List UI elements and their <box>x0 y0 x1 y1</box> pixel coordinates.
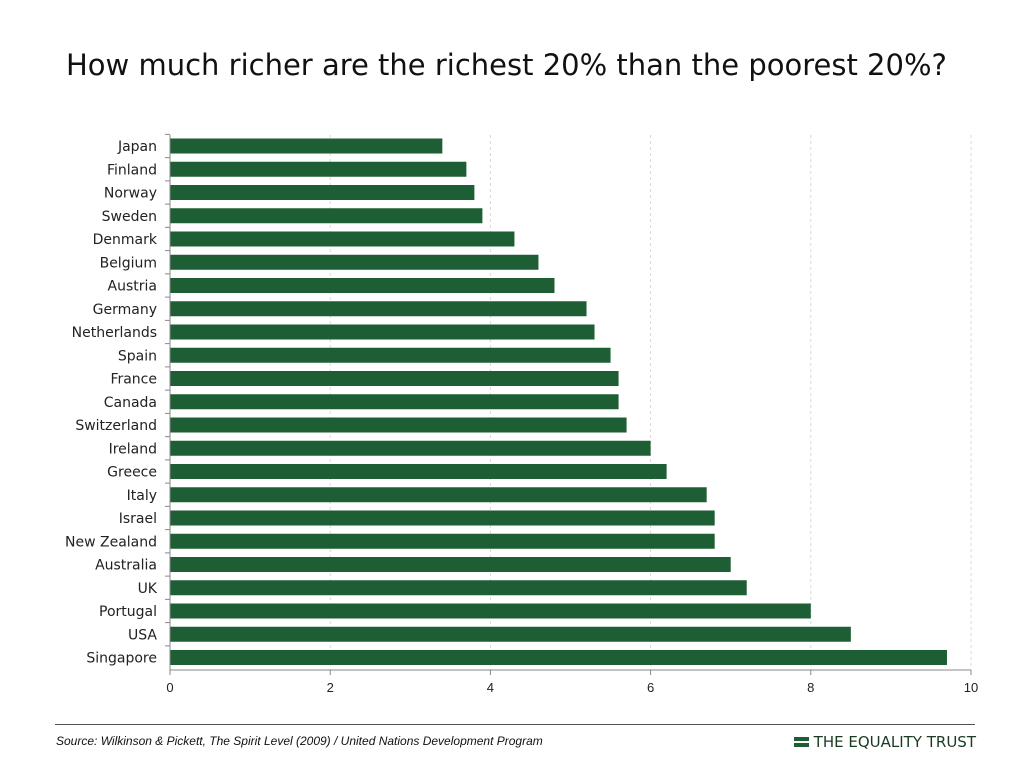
category-label: Spain <box>118 348 157 364</box>
bar-australia <box>170 557 731 572</box>
bar-uk <box>170 580 747 596</box>
bar-new-zealand <box>170 533 715 549</box>
category-label: Austria <box>108 279 157 295</box>
category-label: Singapore <box>86 651 157 667</box>
axes <box>165 133 972 675</box>
category-label: Italy <box>127 488 157 504</box>
category-label: UK <box>138 581 158 597</box>
bar-finland <box>170 161 467 177</box>
bar-norway <box>170 185 475 200</box>
bar-sweden <box>170 208 483 224</box>
bar-ireland <box>170 440 651 456</box>
category-label: USA <box>128 627 157 643</box>
x-tick-label: 0 <box>166 680 173 695</box>
category-label: Greece <box>107 465 157 481</box>
bars <box>170 138 947 665</box>
bar-israel <box>170 510 715 526</box>
x-tick-label: 8 <box>807 680 814 695</box>
bar-usa <box>170 626 851 642</box>
bar-singapore <box>170 650 947 665</box>
bar-germany <box>170 301 587 317</box>
category-label: Ireland <box>109 441 157 457</box>
bar-italy <box>170 487 707 503</box>
category-label: Germany <box>93 302 157 318</box>
category-label: Belgium <box>100 255 157 271</box>
x-tick-label: 10 <box>964 680 978 695</box>
chart-title: How much richer are the richest 20% than… <box>66 48 947 82</box>
category-label: Norway <box>104 186 157 202</box>
x-tick-label: 2 <box>327 680 334 695</box>
brand-name: THE EQUALITY TRUST <box>813 733 976 751</box>
category-label: Netherlands <box>72 325 157 341</box>
bar-denmark <box>170 231 515 247</box>
x-tick-label: 6 <box>647 680 654 695</box>
bar-switzerland <box>170 417 627 433</box>
category-label: France <box>110 372 157 388</box>
category-label: Canada <box>104 395 157 411</box>
bar-belgium <box>170 254 539 270</box>
category-label: Finland <box>107 162 157 178</box>
category-label: Israel <box>119 511 157 527</box>
category-label: Denmark <box>93 232 158 248</box>
x-tick-label: 4 <box>487 680 494 695</box>
category-labels: Japan Finland Norway Sweden Denmark Belgium Au… <box>65 139 158 667</box>
bar-canada <box>170 394 619 410</box>
bar-spain <box>170 347 611 363</box>
bar-japan <box>170 138 443 154</box>
bar-greece <box>170 464 667 479</box>
category-label: Japan <box>117 139 157 155</box>
bar-france <box>170 371 619 386</box>
x-tick-labels: 0 2 4 6 8 10 <box>166 680 978 695</box>
category-label: New Zealand <box>65 534 157 550</box>
footer-divider <box>55 724 975 725</box>
brand-logo: THE EQUALITY TRUST <box>793 733 976 751</box>
equality-trust-logo-icon <box>793 737 809 747</box>
category-label: Australia <box>95 558 157 574</box>
category-label: Sweden <box>102 209 157 225</box>
bar-austria <box>170 278 555 293</box>
source-note: Source: Wilkinson & Pickett, The Spirit … <box>56 734 543 748</box>
category-label: Switzerland <box>75 418 157 434</box>
bar-netherlands <box>170 324 595 340</box>
category-label: Portugal <box>99 604 157 620</box>
bar-portugal <box>170 603 811 619</box>
